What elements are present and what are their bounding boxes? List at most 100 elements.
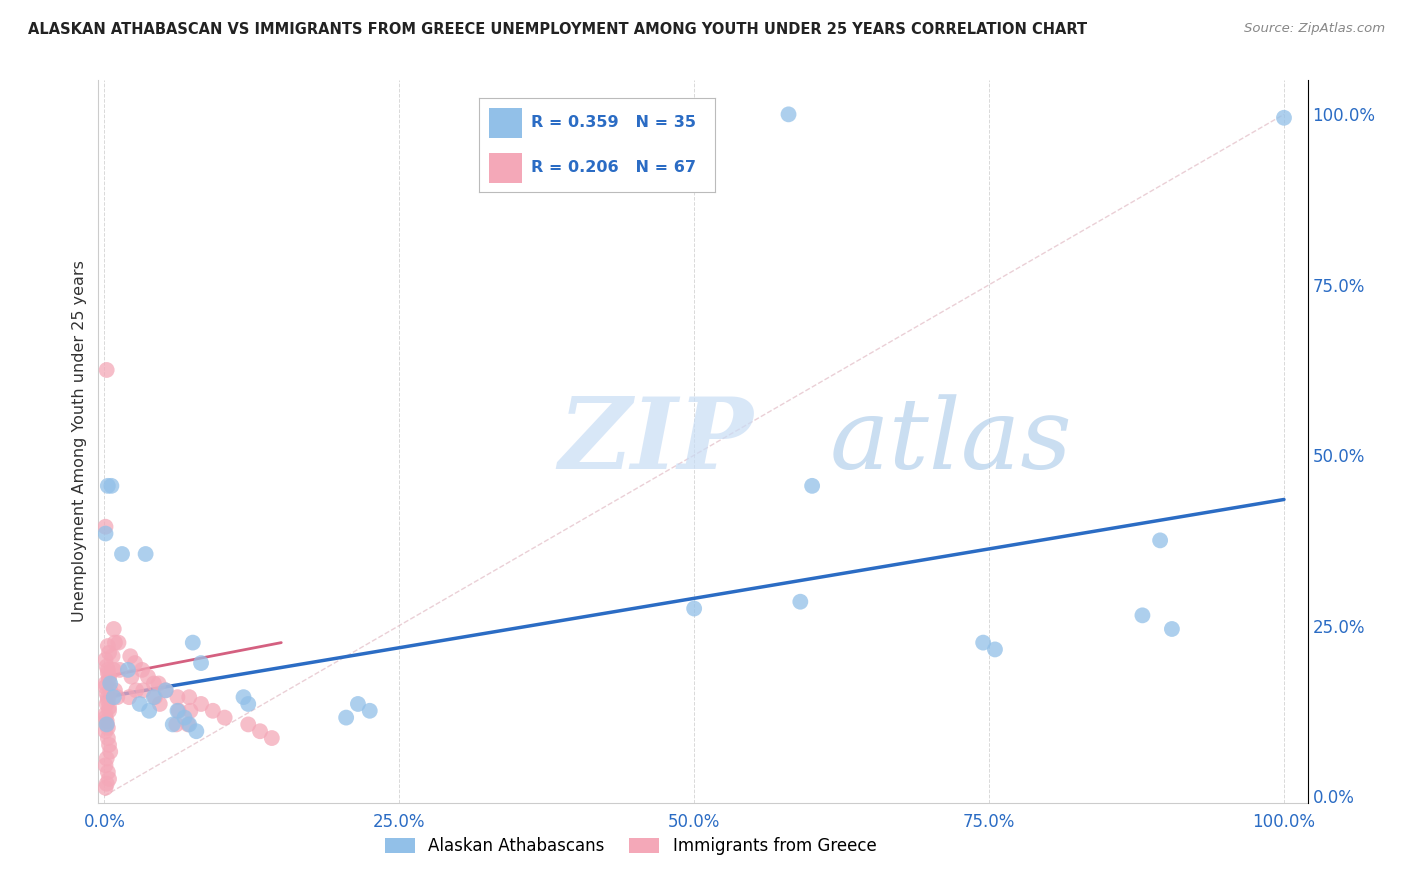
Text: ZIP: ZIP: [558, 393, 752, 490]
Point: [1149, 533, 1171, 548]
Point: [117, 663, 139, 677]
Point: [177, 717, 200, 731]
Point: [179, 690, 201, 705]
Point: [97, 690, 120, 705]
Point: [142, 690, 165, 705]
Point: [101, 649, 124, 664]
Point: [149, 697, 172, 711]
Point: [97, 639, 120, 653]
Point: [124, 656, 146, 670]
Point: [96, 714, 118, 728]
Point: [94, 724, 117, 739]
Point: [96, 363, 118, 377]
Point: [165, 717, 187, 731]
Point: [138, 704, 160, 718]
Point: [96, 717, 118, 731]
Point: [801, 479, 824, 493]
Point: [142, 676, 165, 690]
Point: [103, 663, 125, 677]
Point: [98, 676, 121, 690]
Point: [94, 526, 117, 541]
Point: [98, 646, 121, 660]
Point: [118, 690, 141, 705]
Point: [94, 520, 117, 534]
Point: [97, 731, 120, 745]
Point: [94, 780, 117, 795]
Text: ALASKAN ATHABASCAN VS IMMIGRANTS FROM GREECE UNEMPLOYMENT AMONG YOUTH UNDER 25 Y: ALASKAN ATHABASCAN VS IMMIGRANTS FROM GR…: [28, 22, 1087, 37]
Point: [94, 710, 117, 724]
Text: Source: ZipAtlas.com: Source: ZipAtlas.com: [1244, 22, 1385, 36]
Point: [94, 707, 117, 722]
Point: [120, 670, 142, 684]
Point: [103, 690, 125, 705]
Point: [167, 704, 190, 718]
Point: [683, 601, 706, 615]
Point: [232, 690, 254, 705]
Point: [120, 649, 142, 664]
Point: [148, 676, 170, 690]
Point: [136, 670, 159, 684]
Y-axis label: Unemployment Among Youth under 25 years: Unemployment Among Youth under 25 years: [72, 260, 87, 623]
Point: [94, 680, 117, 694]
Point: [155, 683, 177, 698]
Point: [179, 704, 201, 718]
Point: [98, 673, 121, 687]
Point: [104, 635, 127, 649]
Point: [972, 635, 994, 649]
Point: [97, 721, 120, 735]
Point: [181, 635, 204, 649]
Point: [984, 642, 1007, 657]
Point: [97, 765, 120, 780]
Point: [104, 683, 127, 698]
Point: [94, 758, 117, 772]
Point: [98, 772, 121, 786]
Point: [100, 479, 122, 493]
Point: [96, 659, 118, 673]
Point: [135, 547, 157, 561]
Point: [98, 738, 121, 752]
Point: [107, 635, 129, 649]
Point: [359, 704, 381, 718]
Point: [103, 622, 125, 636]
Point: [201, 704, 224, 718]
Point: [96, 717, 118, 731]
Point: [97, 666, 120, 681]
Point: [166, 690, 188, 705]
Point: [96, 777, 118, 791]
Point: [778, 107, 800, 121]
Point: [166, 704, 188, 718]
Point: [190, 697, 212, 711]
Point: [98, 700, 121, 714]
Text: atlas: atlas: [830, 394, 1073, 489]
Point: [96, 751, 118, 765]
Point: [98, 670, 121, 684]
Point: [260, 731, 283, 745]
Point: [1272, 111, 1295, 125]
Point: [335, 710, 357, 724]
Point: [214, 710, 236, 724]
Point: [108, 663, 131, 677]
Point: [190, 656, 212, 670]
Point: [125, 683, 148, 698]
Point: [97, 479, 120, 493]
Point: [347, 697, 370, 711]
Point: [173, 710, 195, 724]
Point: [111, 547, 134, 561]
Point: [98, 683, 121, 698]
Point: [186, 724, 208, 739]
Point: [1132, 608, 1154, 623]
Point: [97, 693, 120, 707]
Point: [143, 690, 166, 705]
Point: [96, 687, 118, 701]
Point: [162, 717, 184, 731]
Point: [94, 676, 117, 690]
Point: [128, 697, 150, 711]
Point: [96, 697, 118, 711]
Point: [238, 717, 260, 731]
Point: [1161, 622, 1184, 636]
Point: [238, 697, 260, 711]
Point: [249, 724, 271, 739]
Point: [98, 745, 121, 759]
Point: [97, 663, 120, 677]
Point: [105, 690, 128, 705]
